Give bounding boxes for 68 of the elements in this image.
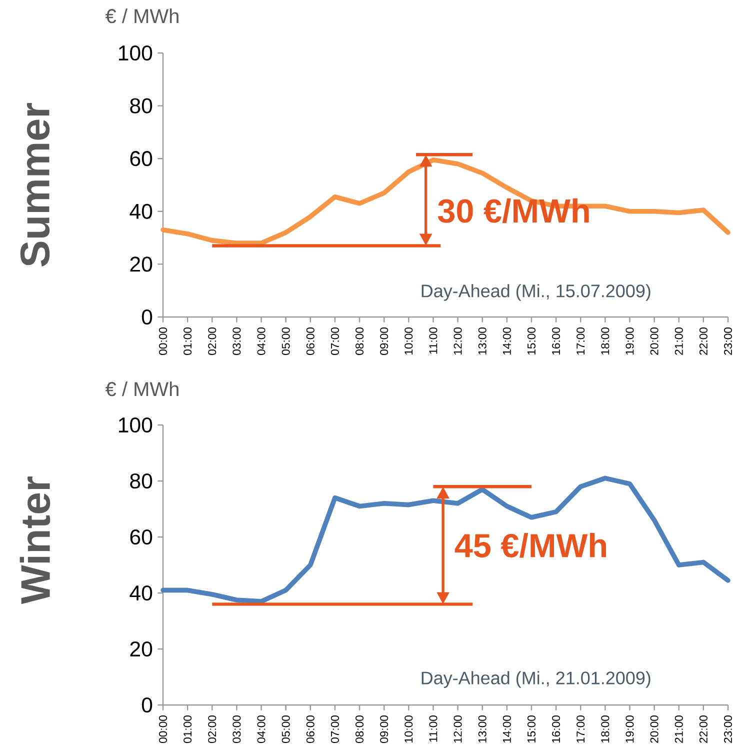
annotation: Day-Ahead (Mi., 15.07.2009) bbox=[422, 284, 650, 301]
y-tick-label: 100 bbox=[118, 45, 152, 61]
x-tick-label: 21:00 bbox=[674, 327, 683, 355]
x-tick-label: 10:00 bbox=[404, 327, 413, 355]
y-tick-label: 20 bbox=[130, 256, 152, 272]
y-tick-label: 80 bbox=[130, 473, 152, 489]
x-tick-label: 07:00 bbox=[330, 715, 339, 743]
x-tick-label: 17:00 bbox=[576, 327, 585, 355]
x-tick-label: 04:00 bbox=[257, 327, 266, 355]
x-tick-label: 02:00 bbox=[208, 327, 216, 355]
x-tick-label: 16:00 bbox=[552, 715, 560, 743]
x-tick-label: 17:00 bbox=[576, 715, 585, 743]
x-tick-label: 19:00 bbox=[626, 327, 634, 355]
y-tick-label: 80 bbox=[130, 98, 152, 114]
y-axis-title: € / MWh bbox=[105, 382, 178, 396]
x-tick-label: 21:00 bbox=[674, 715, 683, 743]
y-tick-label: 100 bbox=[118, 417, 152, 433]
y-tick-label: 40 bbox=[130, 585, 152, 601]
x-tick-label: 06:00 bbox=[306, 715, 314, 743]
text: Summer bbox=[20, 102, 50, 266]
x-tick-label: 07:00 bbox=[330, 327, 339, 355]
y-tick-label: 20 bbox=[130, 641, 152, 657]
x-tick-label: 11:00 bbox=[429, 715, 438, 742]
x-tick-label: 11:00 bbox=[429, 327, 438, 354]
x-tick-label: 18:00 bbox=[601, 715, 610, 743]
y-tick-label: 60 bbox=[130, 151, 152, 166]
x-tick-label: 13:00 bbox=[478, 715, 486, 743]
annotation: Day-Ahead (Mi., 21.01.2009) bbox=[422, 671, 650, 688]
x-tick-label: 12:00 bbox=[454, 327, 462, 355]
x-tick-label: 22:00 bbox=[699, 327, 708, 355]
text: Winter bbox=[20, 476, 50, 604]
x-tick-label: 08:00 bbox=[356, 715, 364, 743]
x-tick-label: 08:00 bbox=[356, 327, 364, 355]
x-tick-label: 01:00 bbox=[184, 327, 192, 355]
x-tick-label: 03:00 bbox=[232, 327, 241, 355]
x-tick-label: 20:00 bbox=[650, 327, 658, 355]
y-tick-label: 0 bbox=[142, 309, 152, 325]
y-tick-label: 60 bbox=[130, 529, 152, 545]
x-tick-label: 13:00 bbox=[478, 327, 486, 355]
x-tick-label: 00:00 bbox=[158, 715, 168, 743]
x-tick-label: 04:00 bbox=[257, 715, 266, 743]
x-tick-label: 12:00 bbox=[454, 715, 462, 743]
x-tick-label: 09:00 bbox=[380, 327, 388, 355]
x-tick-label: 01:00 bbox=[184, 715, 192, 743]
x-tick-label: 23:00 bbox=[724, 715, 732, 743]
x-tick-label: 23:00 bbox=[724, 327, 732, 355]
x-tick-label: 05:00 bbox=[282, 327, 290, 355]
x-tick-label: 18:00 bbox=[601, 327, 610, 355]
x-tick-label: 10:00 bbox=[404, 715, 413, 743]
x-tick-label: 16:00 bbox=[552, 327, 560, 355]
x-tick-label: 14:00 bbox=[502, 327, 511, 355]
x-tick-label: 22:00 bbox=[699, 715, 708, 743]
x-tick-label: 06:00 bbox=[306, 327, 314, 355]
x-tick-label: 20:00 bbox=[650, 715, 658, 743]
x-tick-label: 19:00 bbox=[626, 715, 634, 743]
x-tick-label: 02:00 bbox=[208, 715, 216, 743]
y-axis-title: € / MWh bbox=[105, 8, 178, 24]
x-tick-label: 15:00 bbox=[527, 715, 536, 743]
legend-label: 45 €/MWh bbox=[454, 532, 606, 558]
x-tick-label: 14:00 bbox=[502, 715, 511, 743]
y-tick-label: 0 bbox=[142, 697, 152, 713]
x-tick-label: 00:00 bbox=[158, 327, 168, 355]
y-tick-label: 40 bbox=[130, 204, 152, 219]
x-tick-label: 15:00 bbox=[527, 327, 536, 355]
x-tick-label: 09:00 bbox=[380, 715, 388, 743]
legend-label: 30 €/MWh bbox=[438, 198, 589, 224]
x-tick-label: 03:00 bbox=[232, 715, 241, 743]
x-tick-label: 05:00 bbox=[282, 715, 290, 743]
